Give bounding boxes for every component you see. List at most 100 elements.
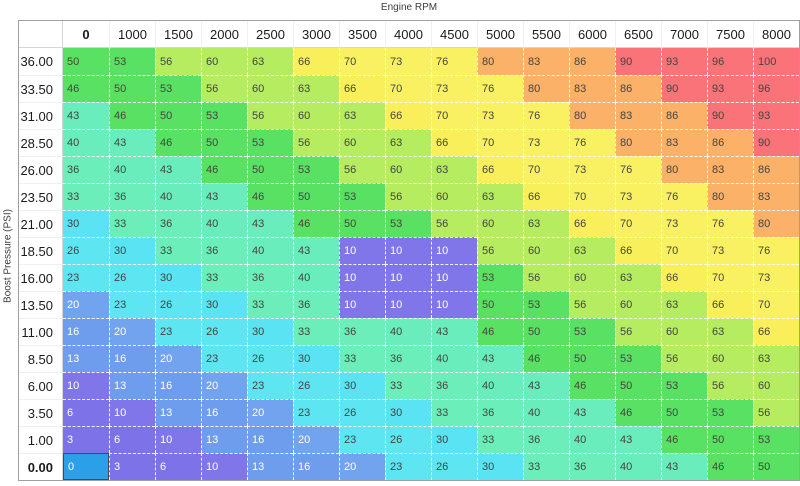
table-cell[interactable]: 70: [339, 48, 385, 75]
table-cell[interactable]: 56: [201, 75, 247, 102]
table-cell[interactable]: 76: [569, 129, 615, 156]
table-cell[interactable]: 76: [477, 75, 523, 102]
table-cell[interactable]: 40: [293, 264, 339, 291]
table-cell[interactable]: 70: [707, 264, 753, 291]
table-cell[interactable]: 96: [753, 75, 799, 102]
table-cell[interactable]: 20: [201, 372, 247, 399]
table-cell[interactable]: 50: [615, 372, 661, 399]
row-header[interactable]: 13.50: [19, 291, 63, 318]
table-cell[interactable]: 80: [569, 102, 615, 129]
table-cell[interactable]: 53: [661, 372, 707, 399]
boost-map-table[interactable]: 0 1000 1500 2000 2500 3000 3500 4000 4500 5000 550…: [18, 20, 800, 481]
table-cell[interactable]: 56: [569, 291, 615, 318]
table-cell[interactable]: 50: [109, 75, 155, 102]
table-cell[interactable]: 73: [569, 156, 615, 183]
table-cell[interactable]: 10: [339, 264, 385, 291]
table-cell[interactable]: 40: [247, 237, 293, 264]
column-header[interactable]: 7500: [707, 21, 753, 48]
table-cell[interactable]: 60: [201, 48, 247, 75]
table-cell[interactable]: 53: [385, 210, 431, 237]
table-cell[interactable]: 46: [109, 102, 155, 129]
column-header[interactable]: 1000: [109, 21, 155, 48]
table-cell[interactable]: 36: [569, 453, 615, 480]
column-header[interactable]: 6000: [569, 21, 615, 48]
table-cell[interactable]: 20: [339, 453, 385, 480]
row-header[interactable]: 23.50: [19, 183, 63, 210]
table-cell[interactable]: 60: [707, 345, 753, 372]
table-cell[interactable]: 83: [569, 75, 615, 102]
column-header[interactable]: 1500: [155, 21, 201, 48]
table-cell[interactable]: 23: [63, 264, 109, 291]
table-cell[interactable]: 30: [477, 453, 523, 480]
table-cell[interactable]: 33: [155, 237, 201, 264]
table-cell[interactable]: 76: [661, 183, 707, 210]
table-cell[interactable]: 10: [385, 291, 431, 318]
row-header[interactable]: 6.00: [19, 372, 63, 399]
table-cell[interactable]: 60: [753, 372, 799, 399]
column-header[interactable]: 0: [63, 21, 109, 48]
table-cell[interactable]: 56: [753, 399, 799, 426]
column-header[interactable]: 2000: [201, 21, 247, 48]
table-cell[interactable]: 53: [155, 75, 201, 102]
table-cell[interactable]: 30: [385, 399, 431, 426]
row-header[interactable]: 3.50: [19, 399, 63, 426]
table-cell[interactable]: 40: [109, 156, 155, 183]
table-cell[interactable]: 60: [523, 237, 569, 264]
table-cell[interactable]: 50: [707, 426, 753, 453]
table-cell[interactable]: 63: [385, 129, 431, 156]
table-cell[interactable]: 10: [431, 291, 477, 318]
table-cell[interactable]: 20: [109, 318, 155, 345]
table-cell[interactable]: 53: [615, 345, 661, 372]
column-header[interactable]: 5000: [477, 21, 523, 48]
table-cell[interactable]: 53: [109, 48, 155, 75]
table-cell[interactable]: 30: [201, 291, 247, 318]
table-cell[interactable]: 43: [247, 210, 293, 237]
table-cell[interactable]: 70: [661, 237, 707, 264]
row-header[interactable]: 11.00: [19, 318, 63, 345]
table-cell[interactable]: 63: [247, 48, 293, 75]
table-cell[interactable]: 53: [753, 426, 799, 453]
table-cell[interactable]: 63: [477, 183, 523, 210]
table-cell[interactable]: 33: [339, 345, 385, 372]
table-cell[interactable]: 10: [385, 237, 431, 264]
column-header[interactable]: 8000: [753, 21, 799, 48]
table-cell[interactable]: 46: [615, 399, 661, 426]
table-cell[interactable]: 63: [293, 75, 339, 102]
table-cell[interactable]: 40: [569, 426, 615, 453]
table-cell[interactable]: 10: [431, 264, 477, 291]
table-cell[interactable]: 50: [339, 210, 385, 237]
table-cell[interactable]: 43: [477, 345, 523, 372]
table-cell[interactable]: 23: [293, 399, 339, 426]
column-header[interactable]: 4500: [431, 21, 477, 48]
table-cell[interactable]: 16: [109, 345, 155, 372]
table-cell[interactable]: 13: [155, 399, 201, 426]
table-cell[interactable]: 46: [569, 372, 615, 399]
table-cell[interactable]: 40: [431, 345, 477, 372]
table-cell[interactable]: 53: [293, 156, 339, 183]
table-cell[interactable]: 86: [753, 156, 799, 183]
table-cell[interactable]: 33: [201, 264, 247, 291]
table-cell[interactable]: 26: [339, 399, 385, 426]
table-cell[interactable]: 33: [293, 318, 339, 345]
table-cell[interactable]: 23: [155, 318, 201, 345]
table-cell[interactable]: 26: [201, 318, 247, 345]
table-cell[interactable]: 56: [477, 237, 523, 264]
table-cell[interactable]: 40: [201, 210, 247, 237]
table-cell[interactable]: 10: [63, 372, 109, 399]
column-header[interactable]: 4000: [385, 21, 431, 48]
table-cell[interactable]: 30: [63, 210, 109, 237]
table-cell[interactable]: 90: [661, 75, 707, 102]
table-cell[interactable]: 6: [155, 453, 201, 480]
table-cell[interactable]: 66: [431, 129, 477, 156]
table-cell[interactable]: 93: [753, 102, 799, 129]
table-cell[interactable]: 36: [385, 345, 431, 372]
table-cell[interactable]: 90: [753, 129, 799, 156]
table-cell[interactable]: 63: [753, 345, 799, 372]
table-cell[interactable]: 76: [753, 237, 799, 264]
table-cell[interactable]: 66: [523, 183, 569, 210]
table-cell[interactable]: 46: [661, 426, 707, 453]
table-cell[interactable]: 13: [247, 453, 293, 480]
table-cell[interactable]: 33: [477, 426, 523, 453]
table-cell[interactable]: 50: [523, 318, 569, 345]
table-cell[interactable]: 16: [201, 399, 247, 426]
